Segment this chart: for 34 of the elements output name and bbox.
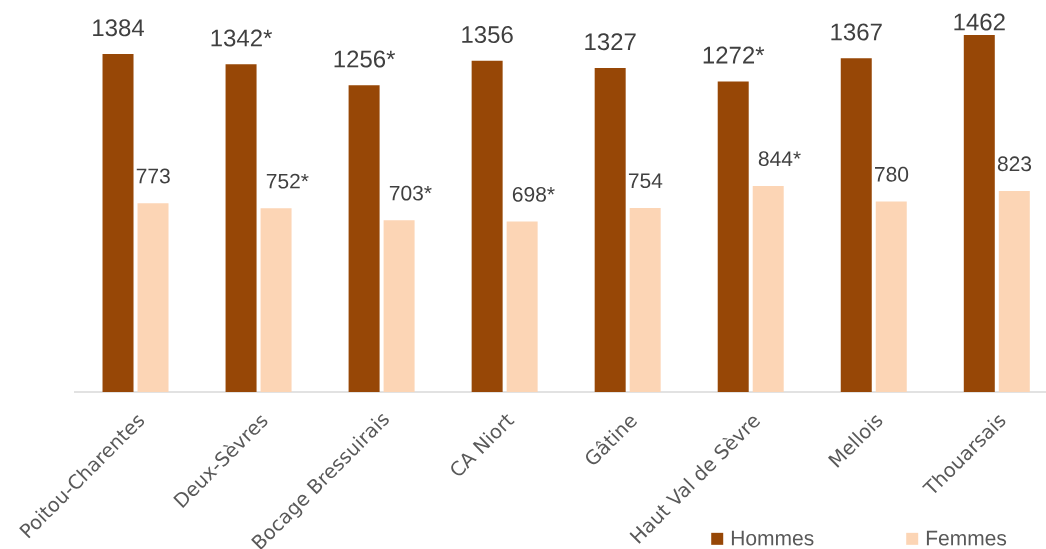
data-label: 752* — [266, 173, 309, 189]
bar — [998, 191, 1030, 392]
bar — [225, 64, 257, 392]
data-label: 754 — [628, 173, 663, 189]
bar — [594, 67, 626, 392]
bar — [471, 60, 503, 392]
data-label: 1367 — [831, 23, 882, 41]
data-label: 1462 — [954, 13, 1005, 31]
data-label: 1384 — [93, 19, 144, 37]
data-label: 698* — [512, 186, 555, 202]
data-label: 823 — [997, 156, 1032, 172]
data-label: 1356 — [462, 26, 513, 44]
bar — [752, 185, 784, 392]
data-label: 773 — [136, 168, 170, 184]
bar — [137, 203, 169, 392]
bar — [506, 221, 538, 392]
data-label: 1327 — [585, 33, 636, 51]
legend-label: Hommes — [731, 530, 814, 546]
bar — [875, 201, 907, 392]
data-label: 1256* — [334, 50, 396, 68]
data-label: 844* — [758, 151, 801, 167]
data-label: 1342* — [211, 29, 273, 47]
data-label: 703* — [389, 185, 432, 201]
data-label: 780 — [875, 166, 909, 182]
bar — [102, 54, 134, 392]
bar — [963, 34, 995, 392]
bar — [840, 58, 872, 392]
legend-label: Femmes — [926, 530, 1007, 546]
bar — [260, 208, 292, 392]
bar — [717, 81, 749, 392]
bar — [629, 207, 661, 392]
bar — [348, 85, 380, 392]
data-label: 1272* — [703, 46, 765, 64]
bar — [383, 220, 415, 392]
